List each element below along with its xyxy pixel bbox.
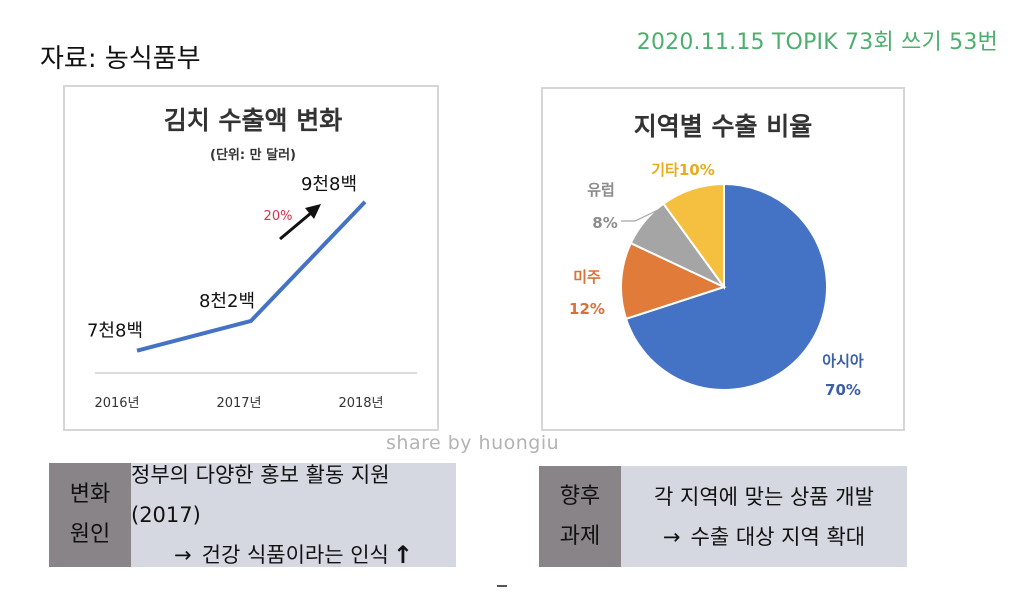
pie-slice xyxy=(624,182,828,391)
pie-label: 기타10% xyxy=(651,161,715,179)
cause-line-1: 정부의 다양한 홍보 활동 지원 (2017) xyxy=(131,463,390,527)
tag-line: 과제 xyxy=(559,523,601,549)
line-chart-title: 김치 수출액 변화 xyxy=(164,106,342,135)
line-series xyxy=(136,200,367,353)
line-chart: 김치 수출액 변화 (단위: 만 달러) 7천8백 8천2백 9천8백 2016년 20… xyxy=(87,106,417,411)
up-arrow-icon: ↑ xyxy=(392,541,413,569)
pie-label: 미주 xyxy=(573,268,601,286)
pie-chart-panel: 지역별 수출 비율 아시아 70% 미주 12% 유럽 8% 기타10% xyxy=(541,87,905,431)
change-cause-tag: 변화 원인 xyxy=(49,463,131,567)
growth-annotation: 20% xyxy=(264,209,293,224)
x-tick-label: 2017년 xyxy=(216,396,261,411)
pie-label: 70% xyxy=(825,381,861,399)
divider-mark xyxy=(497,585,507,587)
arrow-head xyxy=(305,204,321,219)
cause-line-2-text: 건강 식품이라는 인식 xyxy=(201,543,389,567)
data-label: 7천8백 xyxy=(87,321,143,342)
right-arrow-icon: → xyxy=(174,543,192,567)
line-chart-panel: 김치 수출액 변화 (단위: 만 달러) 7천8백 8천2백 9천8백 2016년 20… xyxy=(63,85,439,431)
x-tick-label: 2016년 xyxy=(94,396,139,411)
line-chart-subtitle: (단위: 만 달러) xyxy=(210,147,296,163)
data-label: 8천2백 xyxy=(199,291,255,312)
pie-label: 12% xyxy=(569,300,605,318)
future-task-box: 향후 과제 각 지역에 맞는 상품 개발 → 수출 대상 지역 확대 xyxy=(539,466,907,567)
pie-slice xyxy=(620,241,727,321)
pie-label: 유럽 xyxy=(587,181,615,199)
tag-line: 변화 xyxy=(69,482,111,507)
task-line-2-text: 수출 대상 지역 확대 xyxy=(690,524,866,549)
tag-line: 원인 xyxy=(69,522,111,547)
x-tick-label: 2018년 xyxy=(338,396,383,411)
exam-reference: 2020.11.15 TOPIK 73회 쓰기 53번 xyxy=(636,30,998,55)
pie-slice xyxy=(662,182,725,291)
future-task-body: 각 지역에 맞는 상품 개발 → 수출 대상 지역 확대 xyxy=(621,466,907,567)
task-line-1: 각 지역에 맞는 상품 개발 xyxy=(654,484,874,509)
pie-chart: 지역별 수출 비율 아시아 70% 미주 12% 유럽 8% 기타10% xyxy=(569,112,864,399)
pie-label: 아시아 xyxy=(822,352,864,370)
leader-line xyxy=(621,209,659,222)
watermark: share by huongiu xyxy=(386,432,560,454)
data-label: 9천8백 xyxy=(301,174,357,195)
pie-label: 8% xyxy=(592,214,617,232)
right-arrow-icon: → xyxy=(662,524,681,549)
future-task-tag: 향후 과제 xyxy=(539,466,621,567)
tag-line: 향후 xyxy=(559,483,601,509)
change-cause-body: 정부의 다양한 홍보 활동 지원 (2017) → 건강 식품이라는 인식 ↑ xyxy=(131,463,456,569)
source-label: 자료: 농식품부 xyxy=(40,44,201,74)
cause-line-2: → 건강 식품이라는 인식 ↑ xyxy=(174,535,413,575)
change-cause-box: 변화 원인 정부의 다양한 홍보 활동 지원 (2017) → 건강 식품이라는… xyxy=(49,463,456,569)
task-line-2: → 수출 대상 지역 확대 xyxy=(663,517,865,557)
pie-chart-title: 지역별 수출 비율 xyxy=(634,112,812,141)
